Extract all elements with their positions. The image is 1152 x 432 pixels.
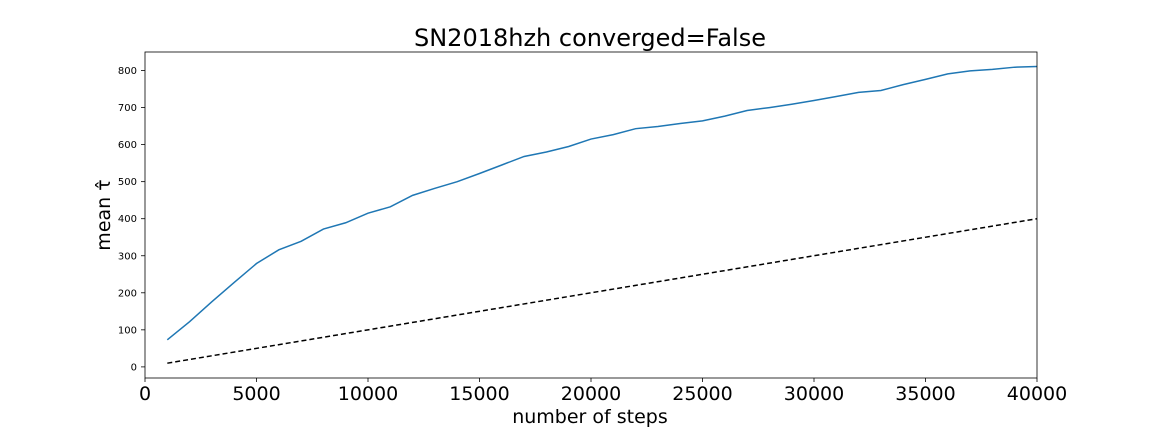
y-tick-label: 500 bbox=[118, 177, 137, 188]
x-tick-label: 25000 bbox=[672, 383, 732, 405]
y-tick-label: 700 bbox=[118, 103, 137, 114]
x-tick-label: 20000 bbox=[561, 383, 621, 405]
x-tick-label: 15000 bbox=[449, 383, 509, 405]
x-tick-label: 0 bbox=[139, 383, 151, 405]
y-tick-label: 200 bbox=[118, 288, 137, 299]
plot-area bbox=[144, 51, 1038, 379]
y-tick-label: 800 bbox=[118, 66, 137, 77]
y-tick-label: 300 bbox=[118, 251, 137, 262]
y-tick-label: 400 bbox=[118, 214, 137, 225]
y-tick-label: 100 bbox=[118, 325, 137, 336]
x-tick-label: 40000 bbox=[1007, 383, 1067, 405]
x-axis-ticks: 0 5000 10000 15000 20000 25000 30000 35000 40000 bbox=[139, 378, 1067, 405]
y-axis-ticks: 0 100 200 300 400 500 600 700 800 bbox=[118, 66, 145, 373]
y-tick-label: 600 bbox=[118, 140, 137, 151]
x-tick-label: 35000 bbox=[895, 383, 955, 405]
x-tick-label: 10000 bbox=[338, 383, 398, 405]
series-line-1 bbox=[167, 217, 1038, 364]
chart-title: SN2018hzh converged=False bbox=[414, 24, 766, 52]
series-line-0 bbox=[166, 65, 1038, 341]
y-axis-label: mean τ̂ bbox=[93, 179, 115, 250]
plot-frame bbox=[144, 51, 1038, 379]
y-tick-label: 0 bbox=[131, 362, 137, 373]
x-axis-label: number of steps bbox=[512, 406, 668, 428]
x-tick-label: 5000 bbox=[232, 383, 280, 405]
x-tick-label: 30000 bbox=[784, 383, 844, 405]
